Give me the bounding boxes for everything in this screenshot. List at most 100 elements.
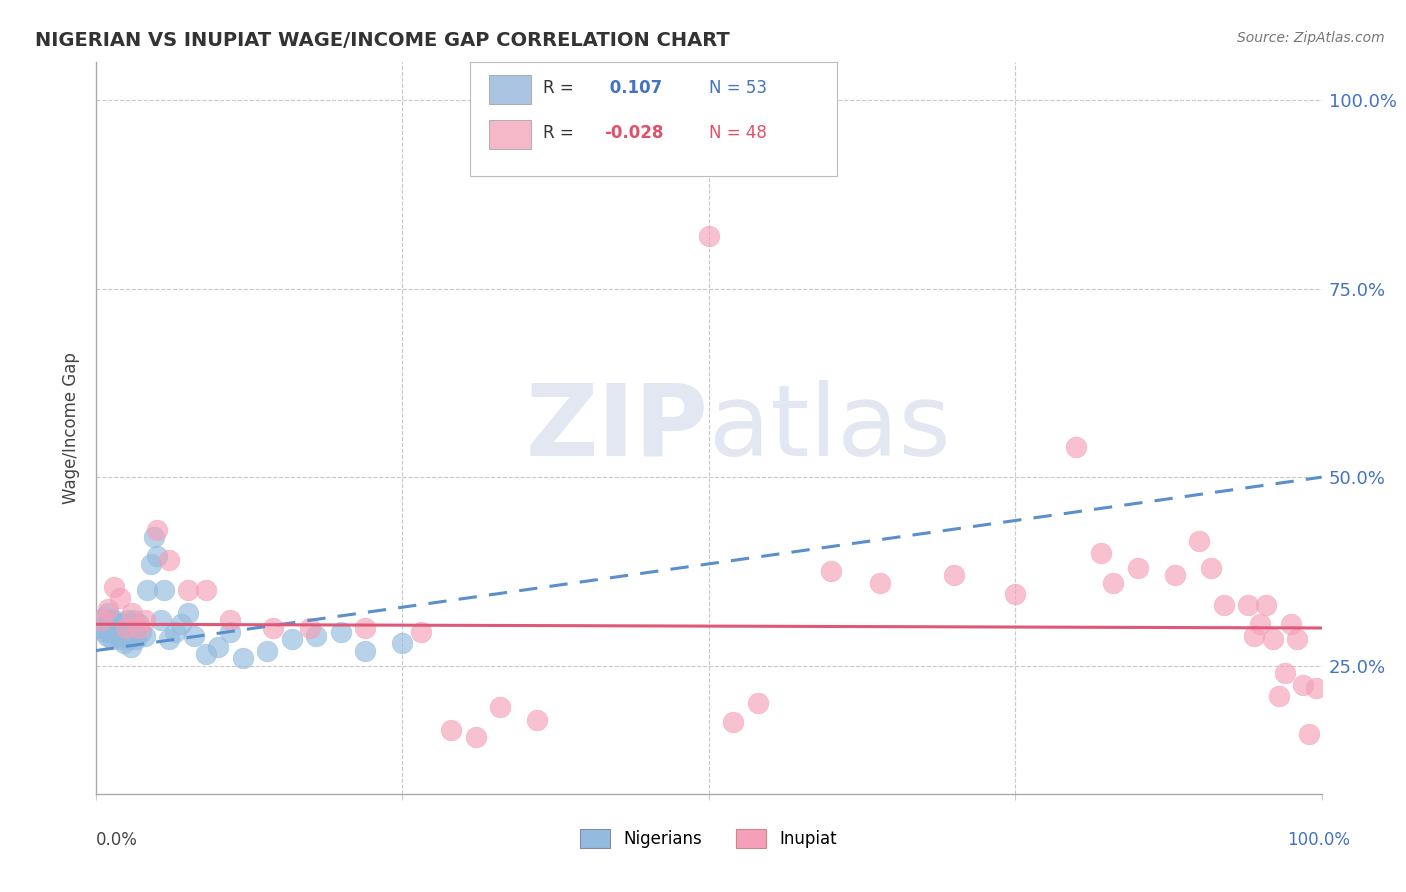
Text: R =: R = (543, 124, 579, 143)
Point (1090, 545, 1112, 559)
Point (128, 621, 150, 635)
Point (1249, 617, 1271, 632)
Text: N = 53: N = 53 (709, 79, 766, 97)
Point (526, 713, 548, 727)
Point (97, 617, 120, 632)
Point (134, 614, 156, 628)
Point (305, 628, 328, 642)
Point (1298, 726, 1320, 740)
Point (98, 624, 121, 639)
Legend: Nigerians, Inupiat: Nigerians, Inupiat (574, 822, 844, 855)
Point (219, 624, 242, 639)
Point (118, 632, 141, 647)
Point (100, 632, 122, 647)
Point (409, 624, 432, 639)
Point (1261, 632, 1284, 647)
Point (136, 583, 159, 598)
Point (157, 553, 180, 567)
Point (1274, 666, 1296, 681)
Point (101, 621, 124, 635)
Point (262, 621, 284, 635)
Text: N = 48: N = 48 (709, 124, 766, 143)
Point (464, 731, 486, 745)
FancyBboxPatch shape (470, 62, 838, 176)
Point (183, 628, 205, 642)
Point (115, 621, 138, 635)
Point (146, 549, 169, 564)
Point (153, 583, 176, 598)
Point (124, 628, 146, 642)
Point (281, 632, 304, 647)
Point (107, 628, 129, 642)
Point (1279, 617, 1302, 632)
Text: 0.0%: 0.0% (96, 831, 138, 849)
Point (108, 632, 131, 647)
Point (128, 617, 150, 632)
Point (118, 624, 141, 639)
Text: 0.107: 0.107 (605, 79, 662, 97)
Point (176, 606, 198, 620)
Point (139, 557, 162, 571)
Point (110, 624, 132, 639)
Point (489, 700, 512, 714)
Point (165, 624, 187, 639)
Point (115, 621, 138, 635)
Point (111, 617, 134, 632)
Point (697, 228, 720, 243)
Point (108, 591, 131, 605)
Point (120, 640, 142, 654)
Point (1237, 599, 1260, 613)
Point (96, 628, 118, 642)
Point (1286, 632, 1309, 647)
Point (176, 583, 198, 598)
Point (820, 565, 842, 579)
Point (97, 602, 120, 616)
Point (97, 606, 120, 620)
Text: R =: R = (543, 79, 579, 97)
Point (1243, 628, 1265, 642)
Point (121, 617, 143, 632)
Point (1305, 681, 1327, 696)
Point (869, 575, 891, 590)
Point (942, 568, 965, 582)
FancyBboxPatch shape (489, 75, 531, 104)
Point (194, 583, 217, 598)
Point (194, 648, 217, 662)
Point (104, 624, 127, 639)
Point (299, 621, 322, 635)
Point (103, 580, 125, 594)
Point (747, 697, 769, 711)
Point (1267, 689, 1289, 703)
Point (122, 614, 145, 628)
Point (157, 632, 180, 647)
Point (112, 636, 135, 650)
Point (134, 628, 156, 642)
Text: -0.028: -0.028 (605, 124, 664, 143)
Point (125, 632, 148, 647)
Point (1256, 599, 1278, 613)
Point (149, 614, 172, 628)
Point (121, 606, 143, 620)
Text: NIGERIAN VS INUPIAT WAGE/INCOME GAP CORRELATION CHART: NIGERIAN VS INUPIAT WAGE/INCOME GAP CORR… (35, 31, 730, 50)
Point (1004, 587, 1026, 601)
Point (232, 651, 254, 665)
Point (98, 614, 121, 628)
Point (1163, 568, 1185, 582)
Point (117, 614, 139, 628)
Point (103, 614, 125, 628)
Point (1126, 560, 1149, 574)
Point (1188, 534, 1211, 549)
Point (354, 643, 377, 657)
Point (440, 723, 463, 737)
Point (90, 614, 112, 628)
Point (329, 624, 352, 639)
Text: ZIP: ZIP (526, 380, 709, 476)
Point (146, 523, 169, 537)
Point (1212, 599, 1234, 613)
Y-axis label: Wage/Income Gap: Wage/Income Gap (62, 352, 80, 504)
Point (354, 621, 377, 635)
Point (93, 609, 115, 624)
Point (1201, 560, 1223, 574)
FancyBboxPatch shape (489, 120, 531, 150)
Point (170, 617, 193, 632)
